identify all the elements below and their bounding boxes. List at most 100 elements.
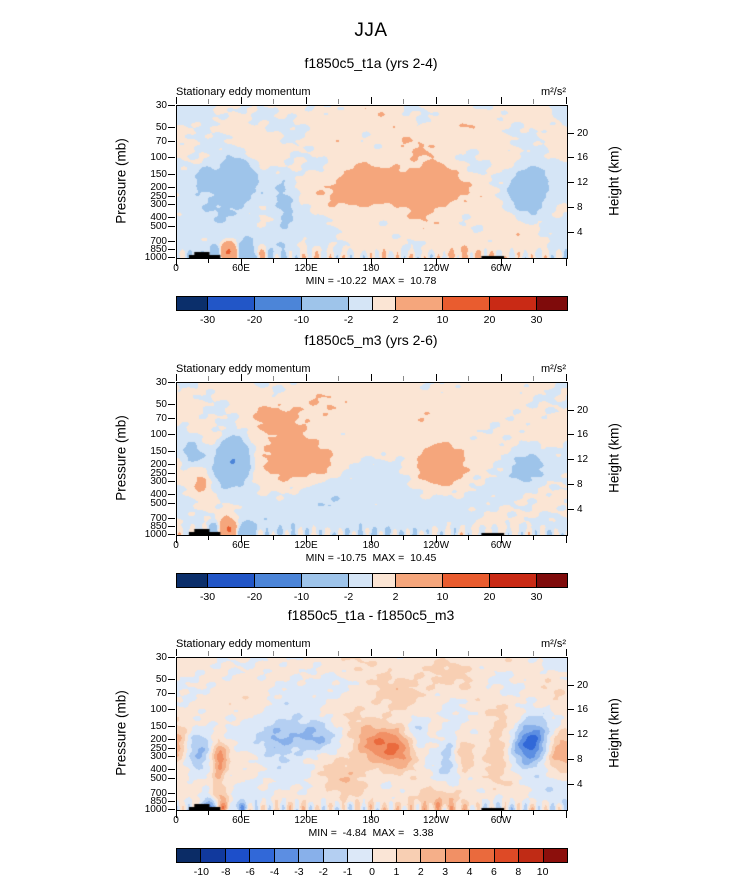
lon-tick-label: 180	[362, 540, 380, 551]
lon-major-tick-top	[435, 649, 437, 656]
field-label: Stationary eddy momentum	[176, 638, 311, 650]
pressure-tick	[168, 186, 175, 188]
lon-minor-tick-top	[468, 99, 469, 104]
lon-minor-tick-top	[273, 651, 274, 656]
colorbar-tick-label: 6	[490, 866, 497, 878]
height-tick	[567, 483, 574, 485]
colorbar-segment	[493, 849, 519, 862]
colorbar-tick-label: 4	[466, 866, 473, 878]
colorbar-tick-label: -1	[342, 866, 353, 878]
lon-major-tick-bottom	[240, 259, 242, 266]
lon-minor-tick-bottom	[273, 259, 274, 263]
pressure-tick-label: 700	[150, 236, 167, 248]
lon-tick-label: 0	[173, 263, 179, 274]
lon-minor-tick-bottom	[533, 259, 534, 263]
height-tick	[567, 684, 574, 686]
lon-tick-label: 60W	[490, 263, 512, 274]
colorbar-segment	[177, 297, 207, 310]
lon-major-tick-top	[175, 374, 177, 381]
field-label: Stationary eddy momentum	[176, 86, 311, 98]
colorbar-segment	[469, 849, 494, 862]
pressure-tick	[168, 493, 175, 495]
lon-major-tick-bottom	[435, 259, 437, 266]
lon-minor-tick-bottom	[273, 811, 274, 815]
lon-major-tick-bottom	[370, 536, 372, 543]
panel-title: f1850c5_t1a - f1850c5_m3	[287, 607, 455, 623]
min-max-label: MIN = -10.75 MAX = 10.45	[305, 552, 437, 564]
lon-major-tick-top	[305, 97, 307, 104]
pressure-tick	[168, 678, 175, 680]
colorbar-tick-label: -2	[343, 314, 354, 326]
pressure-tick-label: 400	[150, 211, 167, 223]
lon-major-tick-top	[370, 649, 372, 656]
colorbar-tick-label: -10	[293, 591, 310, 603]
lon-major-tick-bottom	[500, 536, 502, 543]
pressure-tick	[168, 801, 175, 803]
pressure-tick-label: 50	[155, 398, 167, 410]
panel-title: f1850c5_t1a (yrs 2-4)	[304, 55, 438, 71]
lon-major-tick-bottom	[175, 811, 177, 818]
height-tick	[567, 206, 574, 208]
lon-tick-label: 180	[362, 263, 380, 274]
height-tick	[567, 758, 574, 760]
height-tick-label: 12	[577, 729, 589, 741]
pressure-tick	[168, 793, 175, 795]
pressure-axis-title: Pressure (mb)	[113, 138, 129, 224]
pressure-tick-label: 300	[150, 199, 167, 211]
lon-major-tick-bottom	[240, 811, 242, 818]
colorbar-segment	[442, 297, 490, 310]
colorbar-segment	[395, 849, 421, 862]
lon-minor-tick-top	[403, 376, 404, 381]
lon-minor-tick-top	[338, 376, 339, 381]
pressure-tick	[168, 656, 175, 658]
colorbar-tick-label: -6	[245, 866, 255, 878]
lon-tick-label: 120E	[294, 540, 318, 551]
colorbar-tick-label: -30	[199, 314, 216, 326]
pressure-tick-label: 50	[155, 121, 167, 133]
height-tick-label: 20	[577, 404, 589, 416]
colorbar-tick-label: -2	[343, 591, 354, 603]
lon-major-tick-top	[240, 649, 242, 656]
pressure-tick	[168, 756, 175, 758]
lon-minor-tick-bottom	[338, 536, 339, 540]
lon-minor-tick-bottom	[403, 811, 404, 815]
figure-title: JJA	[354, 20, 388, 41]
lon-major-tick-bottom	[565, 259, 567, 266]
pressure-tick	[168, 451, 175, 453]
height-tick	[567, 459, 574, 461]
lon-major-tick-bottom	[435, 811, 437, 818]
colorbar-segment	[347, 849, 372, 862]
pressure-tick-label: 250	[150, 191, 167, 203]
colorbar-tick-label: -2	[318, 866, 328, 878]
lon-minor-tick-top	[468, 651, 469, 656]
colorbar-segment	[518, 849, 543, 862]
lon-major-tick-top	[305, 649, 307, 656]
lon-tick-label: 120W	[422, 263, 450, 274]
pressure-tick-label: 150	[150, 169, 167, 181]
colorbar-tick-label: -10	[193, 866, 209, 878]
height-tick	[567, 508, 574, 510]
colorbar-segment	[442, 574, 490, 587]
lon-tick-label: 120W	[422, 540, 450, 551]
colorbar-segment	[489, 574, 537, 587]
colorbar-segment	[371, 849, 396, 862]
colorbar: -30 -20 -10 -2 2 10 20 30	[176, 296, 568, 326]
lon-minor-tick-top	[208, 376, 209, 381]
lon-tick-label: 120E	[294, 263, 318, 274]
height-tick	[567, 783, 574, 785]
pressure-tick-label: 500	[150, 773, 167, 785]
pressure-tick-label: 250	[150, 468, 167, 480]
colorbar-segment	[536, 297, 567, 310]
lon-minor-tick-top	[208, 99, 209, 104]
pressure-tick	[168, 196, 175, 198]
colorbar-segment	[420, 849, 445, 862]
lon-major-tick-bottom	[500, 811, 502, 818]
pressure-tick	[168, 433, 175, 435]
pressure-tick-label: 100	[150, 703, 167, 715]
colorbar-segment	[489, 297, 537, 310]
colorbar-segment	[206, 297, 254, 310]
pressure-tick	[168, 503, 175, 505]
height-tick	[567, 182, 574, 184]
lon-minor-tick-top	[403, 651, 404, 656]
